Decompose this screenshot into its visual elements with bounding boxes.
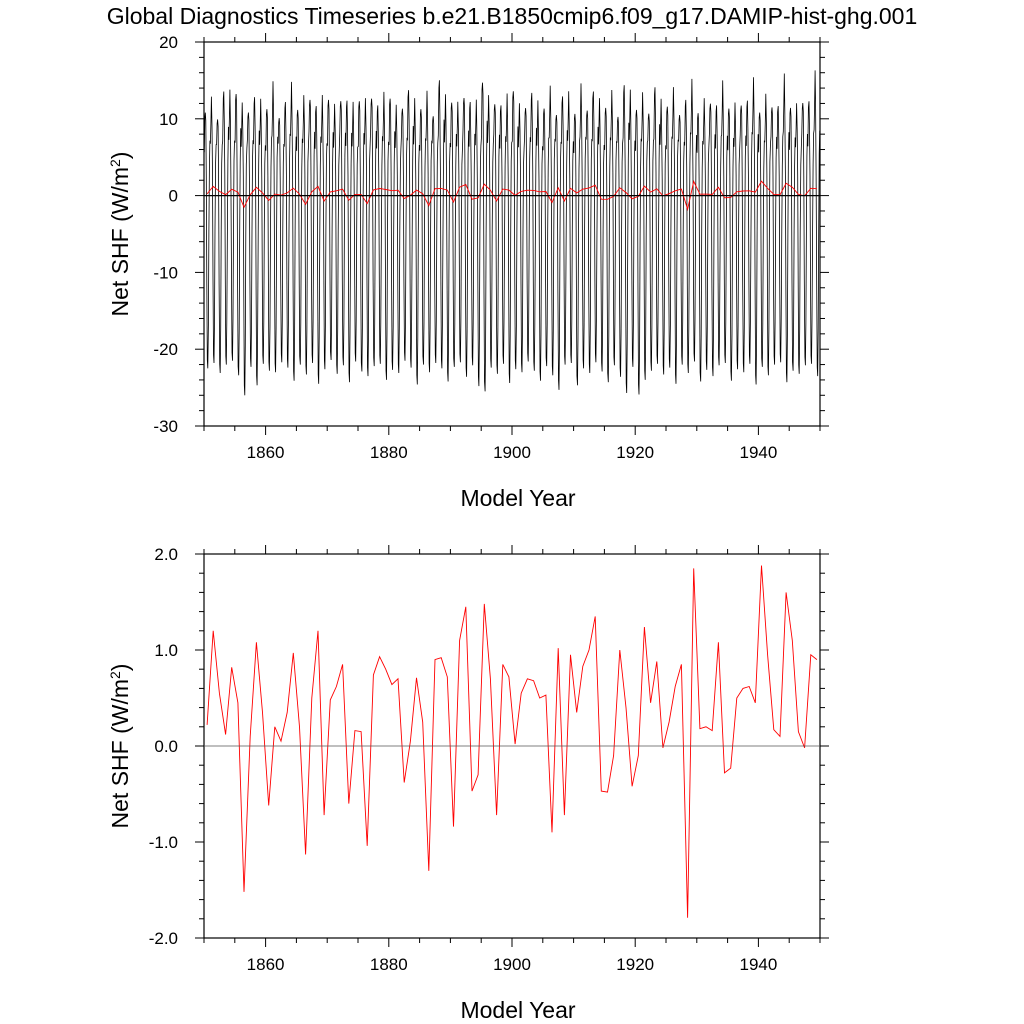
bottom-y-axis-label: Net SHF (W/m2) — [107, 664, 133, 829]
top-x-tick-label: 1880 — [370, 443, 408, 462]
top-y-tick-label: 10 — [159, 110, 178, 129]
bottom-x-axis-label: Model Year — [460, 997, 575, 1023]
bottom-x-tick-label: 1940 — [739, 955, 777, 974]
top-x-axis-label: Model Year — [460, 485, 575, 511]
bottom-x-tick-label: 1860 — [247, 955, 285, 974]
bottom-series-annual-line — [206, 565, 818, 918]
bottom-y-tick-label: 0.0 — [154, 737, 178, 756]
bottom-y-tick-label: 2.0 — [154, 545, 178, 564]
top-series-annual-line — [206, 180, 817, 212]
top-x-tick-label: 1920 — [616, 443, 654, 462]
top-x-tick-label: 1940 — [739, 443, 777, 462]
top-x-tick-label: 1860 — [247, 443, 285, 462]
top-series-monthly-line — [204, 70, 820, 396]
top-y-tick-label: -30 — [153, 417, 178, 436]
top-y-tick-label: 0 — [169, 187, 178, 206]
top-panel: 1860 1880 1900 1920 1940 -30 -20 -10 0 10 20 Model … — [107, 33, 829, 511]
bottom-y-tick-label: -1.0 — [149, 833, 178, 852]
top-y-tick-label: 20 — [159, 33, 178, 52]
top-y-tick-label: -20 — [153, 340, 178, 359]
bottom-x-tick-label: 1920 — [616, 955, 654, 974]
bottom-panel: 1860 1880 1900 1920 1940 -2.0 -1.0 0.0 1.0 2.0 Mod… — [107, 545, 829, 1023]
bottom-x-tick-label: 1880 — [370, 955, 408, 974]
bottom-x-tick-label: 1900 — [493, 955, 531, 974]
bottom-y-tick-label: 1.0 — [154, 641, 178, 660]
bottom-y-tick-label: -2.0 — [149, 929, 178, 948]
figure-title: Global Diagnostics Timeseries b.e21.B185… — [107, 3, 918, 29]
top-y-tick-label: -10 — [153, 263, 178, 282]
top-x-tick-label: 1900 — [493, 443, 531, 462]
top-plot-frame — [203, 41, 821, 427]
top-y-axis-label: Net SHF (W/m2) — [107, 152, 133, 317]
